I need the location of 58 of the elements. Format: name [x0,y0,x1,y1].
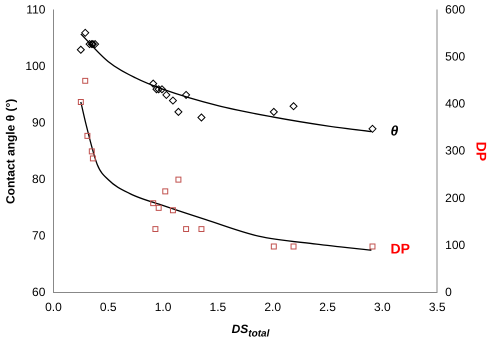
point [90,155,96,162]
point [175,176,182,183]
y-axis-title: Contact angle θ (°) [4,98,18,204]
point [170,207,176,214]
point [149,80,158,88]
point [152,85,160,94]
y2-tick-label: 400 [445,96,466,111]
y2-tick-label: 300 [445,144,466,158]
x-tick-label: 1.0 [154,300,172,314]
y-tick-label: 110 [26,2,46,17]
y2-axis-title: DP [474,142,490,162]
point [86,40,94,48]
point [81,28,90,37]
y-tick-label: 100 [25,58,46,73]
y2-tick-label: 500 [445,50,466,64]
x-tick-label: 2.0 [264,300,282,314]
y-tick-label: 70 [32,228,46,242]
point [183,226,190,232]
x-axis-title: DS$_{total}$ [230,322,270,340]
point [162,90,170,99]
x-tick-label: 0.0 [45,300,62,314]
point [197,114,206,122]
point [198,226,204,232]
y-tick-label: 80 [32,172,46,186]
point [154,85,163,94]
point [182,90,190,99]
point [270,244,277,250]
point [150,200,156,206]
series-label: DP [390,240,410,256]
series-label: θ [390,122,398,139]
x-tick-label: 3.5 [428,300,446,314]
point [152,226,158,232]
point [174,108,182,116]
x-tick-label: 3.0 [374,300,392,314]
y2-tick-label: 100 [445,238,466,252]
point [270,108,278,116]
point [162,188,168,194]
y-tick-label: 60 [32,284,46,299]
point [368,124,376,133]
point [370,244,376,250]
point [290,244,297,250]
point [78,99,84,105]
y2-tick-label: 0 [445,284,452,299]
point [158,85,166,94]
point [84,132,90,139]
point [82,78,88,84]
point [88,148,95,154]
point [290,102,298,110]
point [156,204,162,211]
point [76,46,85,54]
x-tick-label: 0.5 [100,300,117,314]
x-tick-label: 1.5 [210,300,227,314]
y-tick-label: 90 [32,115,46,130]
y2-tick-label: 200 [445,190,466,205]
point [168,96,177,105]
y2-tick-label: 600 [445,2,466,17]
x-tick-label: 2.5 [319,300,336,314]
point [91,40,100,48]
